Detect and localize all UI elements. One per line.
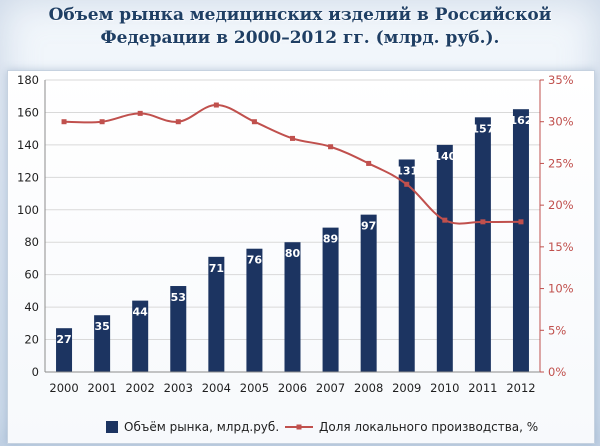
y-left-tick-label: 120 xyxy=(17,170,39,184)
y-left-tick-label: 80 xyxy=(24,235,39,249)
bar xyxy=(474,117,491,372)
bar-data-label: 162 xyxy=(509,114,532,127)
bar-data-label: 53 xyxy=(171,291,186,304)
line-point xyxy=(518,219,524,225)
legend-swatch-line-marker xyxy=(296,424,302,430)
x-tick-label: 2000 xyxy=(49,381,78,395)
bar xyxy=(512,109,529,372)
bar xyxy=(170,286,187,372)
line-point xyxy=(366,160,372,166)
x-tick-label: 2001 xyxy=(87,381,116,395)
y-right-tick-label: 35% xyxy=(548,73,574,87)
line-point xyxy=(404,181,410,187)
y-right-tick-label: 20% xyxy=(548,198,574,212)
line-point xyxy=(251,119,257,125)
bar-data-label: 27 xyxy=(56,333,71,346)
bar-data-label: 157 xyxy=(471,122,494,135)
line-point xyxy=(99,119,105,125)
x-tick-label: 2005 xyxy=(240,381,269,395)
bar-data-label: 89 xyxy=(323,233,338,246)
y-right-tick-label: 5% xyxy=(548,323,566,337)
line-point xyxy=(328,144,334,150)
y-left-tick-label: 20 xyxy=(24,333,39,347)
bar xyxy=(398,159,415,372)
y-left-tick-label: 180 xyxy=(17,73,39,87)
x-tick-label: 2008 xyxy=(354,381,383,395)
bar xyxy=(436,144,453,372)
bar xyxy=(360,214,377,372)
line-point xyxy=(137,110,143,116)
x-tick-label: 2012 xyxy=(506,381,535,395)
x-tick-label: 2002 xyxy=(126,381,155,395)
bar-data-label: 97 xyxy=(361,220,376,233)
x-tick-label: 2010 xyxy=(430,381,459,395)
y-right-tick-label: 0% xyxy=(548,365,566,379)
y-right-tick-label: 30% xyxy=(548,115,574,129)
chart-panel xyxy=(7,70,595,444)
line-point xyxy=(175,119,181,125)
bar xyxy=(246,248,263,372)
bar xyxy=(284,242,301,372)
y-left-tick-label: 60 xyxy=(24,268,39,282)
legend-label-line: Доля локального производства, % xyxy=(319,420,538,434)
bar-labels: 27 35 44 53 71 76 80 89 97 131 140 157 162 xyxy=(56,114,532,346)
line-point xyxy=(442,217,448,223)
x-tick-label: 2004 xyxy=(202,381,231,395)
y-left-tick-label: 140 xyxy=(17,138,39,152)
bar-data-label: 71 xyxy=(209,262,224,275)
bar xyxy=(208,256,225,372)
bar-data-label: 35 xyxy=(94,320,109,333)
y-left-tick-label: 40 xyxy=(24,300,39,314)
x-tick-label: 2009 xyxy=(392,381,421,395)
line-point xyxy=(480,219,486,225)
bars xyxy=(56,109,529,372)
y-right-tick-label: 25% xyxy=(548,156,574,170)
line-point xyxy=(213,102,219,108)
title-line-2: Федерации в 2000–2012 гг. (млрд. руб.). xyxy=(100,28,500,48)
bar xyxy=(56,328,73,372)
x-tick-label: 2011 xyxy=(468,381,497,395)
page-title: Объем рынка медицинских изделий в Россий… xyxy=(0,4,600,50)
legend: Объём рынка, млрд.руб. Доля локального пр… xyxy=(106,420,538,434)
y-left-tick-label: 0 xyxy=(32,365,39,379)
bar-data-label: 76 xyxy=(247,254,263,267)
x-tick-label: 2007 xyxy=(316,381,345,395)
title-line-1: Объем рынка медицинских изделий в Россий… xyxy=(48,5,552,25)
legend-label-bars: Объём рынка, млрд.руб. xyxy=(124,420,279,434)
x-tick-label: 2003 xyxy=(164,381,193,395)
bar xyxy=(322,227,339,372)
bar-data-label: 44 xyxy=(133,306,149,319)
line-point xyxy=(61,119,67,125)
y-left-tick-label: 160 xyxy=(17,105,39,119)
bar-data-label: 140 xyxy=(433,150,456,163)
legend-swatch-bars xyxy=(106,421,118,433)
y-left-tick-label: 100 xyxy=(17,203,39,217)
y-right-tick-label: 15% xyxy=(548,240,574,254)
bar xyxy=(132,300,149,372)
bar xyxy=(94,315,111,372)
line-point xyxy=(290,135,295,141)
x-tick-label: 2006 xyxy=(278,381,307,395)
axes: 0 20 40 60 80 100 120 140 160 180 0% 5% 10% 15% 20% 25%… xyxy=(17,73,574,395)
bar-data-label: 131 xyxy=(395,164,418,177)
y-right-tick-label: 10% xyxy=(548,282,574,296)
bar-data-label: 80 xyxy=(285,247,301,260)
line-series xyxy=(61,102,524,225)
